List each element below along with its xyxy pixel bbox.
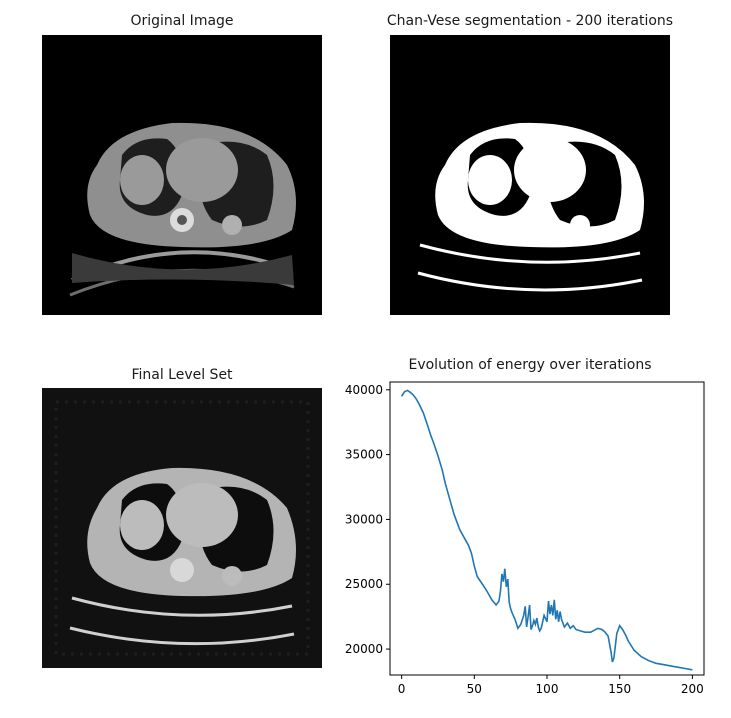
segmentation-image [390, 35, 670, 315]
y-tick-label: 20000 [345, 642, 383, 656]
y-tick-label: 35000 [345, 448, 383, 462]
level-set-image [42, 388, 322, 668]
x-tick-label: 50 [467, 682, 482, 696]
level-set-title: Final Level Set [131, 367, 233, 383]
x-tick-label: 0 [398, 682, 406, 696]
x-tick-label: 150 [608, 682, 631, 696]
x-tick-label: 100 [536, 682, 559, 696]
y-tick-label: 40000 [345, 383, 383, 397]
energy-chart-title: Evolution of energy over iterations [408, 357, 652, 373]
energy-chart: 20000 25000 30000 35000 40000 0 50 100 150 200 [345, 381, 705, 696]
x-axis: 0 50 100 150 200 [398, 675, 704, 696]
original-image [42, 35, 322, 315]
y-axis: 20000 25000 30000 35000 40000 [345, 383, 390, 656]
y-tick-label: 25000 [345, 577, 383, 591]
plot-frame [389, 381, 705, 676]
energy-series-line [400, 389, 693, 671]
original-image-title: Original Image [130, 13, 234, 29]
segmentation-title: Chan-Vese segmentation - 200 iterations [386, 13, 674, 29]
x-tick-label: 200 [681, 682, 704, 696]
y-tick-label: 30000 [345, 512, 383, 526]
